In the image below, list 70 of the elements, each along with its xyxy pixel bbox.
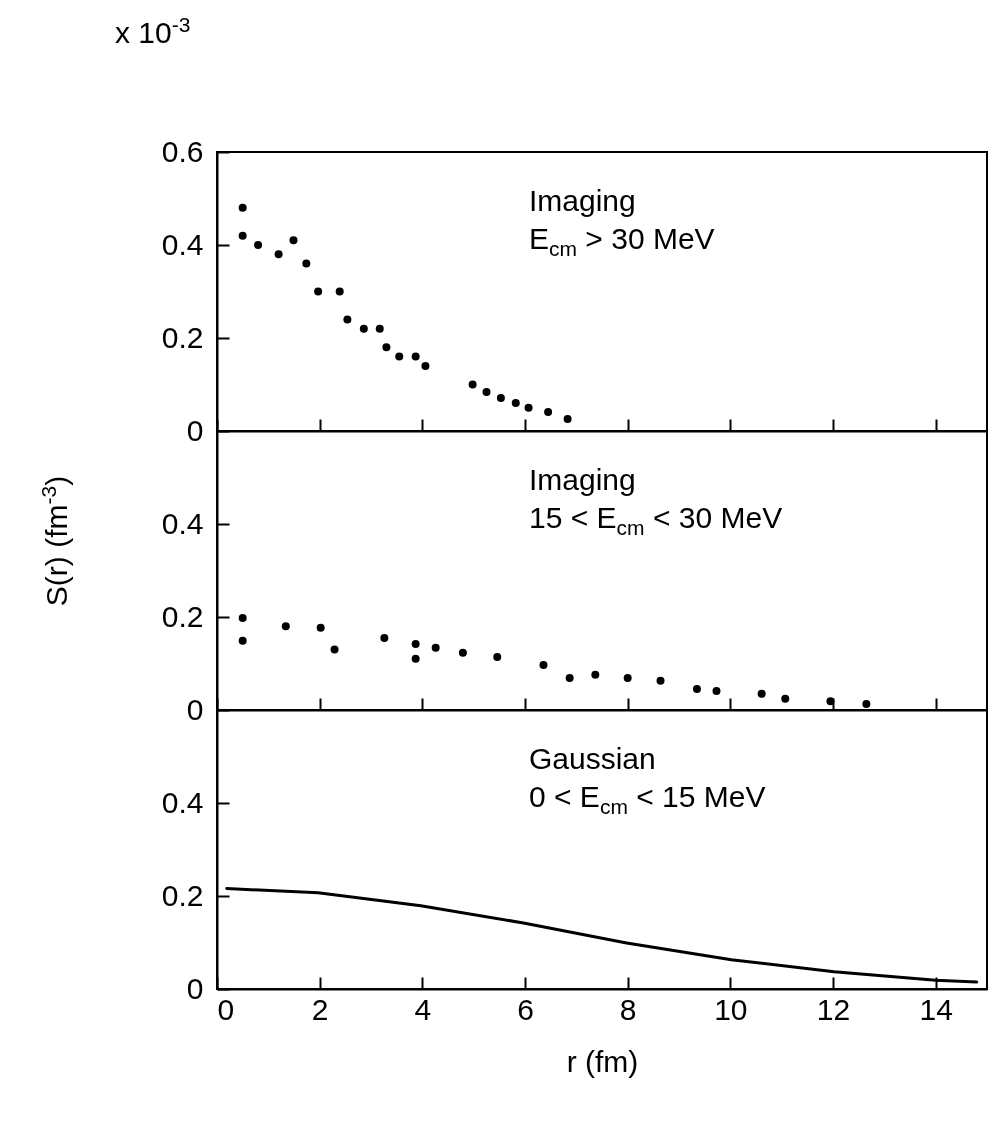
point	[254, 241, 263, 249]
point	[382, 343, 391, 352]
point	[591, 670, 600, 679]
point	[314, 287, 323, 296]
point	[289, 236, 298, 245]
point	[316, 623, 325, 632]
x-axis-title: r (fm)	[566, 1044, 639, 1078]
point	[496, 393, 505, 402]
annotation: E$_{cm}$ > 30 MeV	[529, 221, 715, 260]
point	[563, 414, 572, 423]
point	[380, 633, 389, 642]
x-tick-label: 6	[517, 992, 534, 1026]
y-tick-label: 0.4	[161, 785, 204, 819]
y-tick-label: 0.2	[161, 320, 204, 354]
x-tick-label: 2	[311, 992, 329, 1026]
point	[482, 387, 491, 396]
y-tick-label: 0	[186, 971, 204, 1005]
y-tick-label: 0.4	[161, 506, 204, 540]
y-tick-label: 0.6	[161, 134, 204, 168]
point	[411, 654, 420, 663]
point	[281, 622, 290, 631]
point	[411, 352, 420, 361]
point	[862, 699, 871, 708]
point	[656, 676, 665, 685]
point	[343, 315, 352, 324]
point	[375, 324, 384, 333]
annotation: 15 < E$_{cm}$ < 30 MeV	[529, 500, 783, 539]
y-tick-label: 0	[186, 692, 204, 726]
x-tick-label: 12	[816, 992, 851, 1026]
y-tick-label: 0	[186, 413, 204, 447]
point	[330, 645, 339, 654]
point	[335, 287, 344, 296]
point	[238, 636, 247, 645]
point	[421, 361, 430, 370]
point	[781, 694, 790, 703]
y-tick-label: 0.2	[161, 599, 204, 633]
point	[238, 203, 247, 212]
point	[458, 648, 467, 657]
x-tick-label: 14	[919, 992, 953, 1026]
annotation: Imaging	[529, 463, 636, 496]
x-tick-label: 10	[714, 992, 748, 1026]
point	[238, 231, 247, 240]
point	[524, 403, 533, 412]
x-tick-label: 4	[414, 992, 432, 1026]
annotation: Imaging	[529, 184, 636, 217]
annotation: 0 < E$_{cm}$ < 15 MeV	[529, 779, 766, 818]
point	[544, 407, 553, 416]
annotation: Gaussian	[529, 742, 656, 775]
text: x 10$^{-3}$	[115, 12, 191, 51]
point	[274, 250, 283, 259]
point	[826, 697, 835, 706]
point	[565, 673, 574, 682]
x-tick-label: 8	[619, 992, 637, 1026]
point	[623, 673, 632, 682]
point	[493, 653, 502, 661]
y-tick-label: 0.4	[161, 227, 204, 261]
point	[692, 685, 701, 694]
point	[468, 380, 477, 389]
point	[712, 686, 721, 695]
point	[359, 324, 368, 333]
point	[395, 352, 404, 361]
point	[238, 613, 247, 622]
point	[539, 660, 548, 669]
x-tick-label: 0	[217, 992, 235, 1026]
point	[411, 639, 420, 648]
point	[511, 399, 520, 408]
point	[302, 259, 311, 268]
point	[757, 689, 766, 698]
y-tick-label: 0.2	[161, 878, 204, 912]
point	[431, 643, 440, 652]
